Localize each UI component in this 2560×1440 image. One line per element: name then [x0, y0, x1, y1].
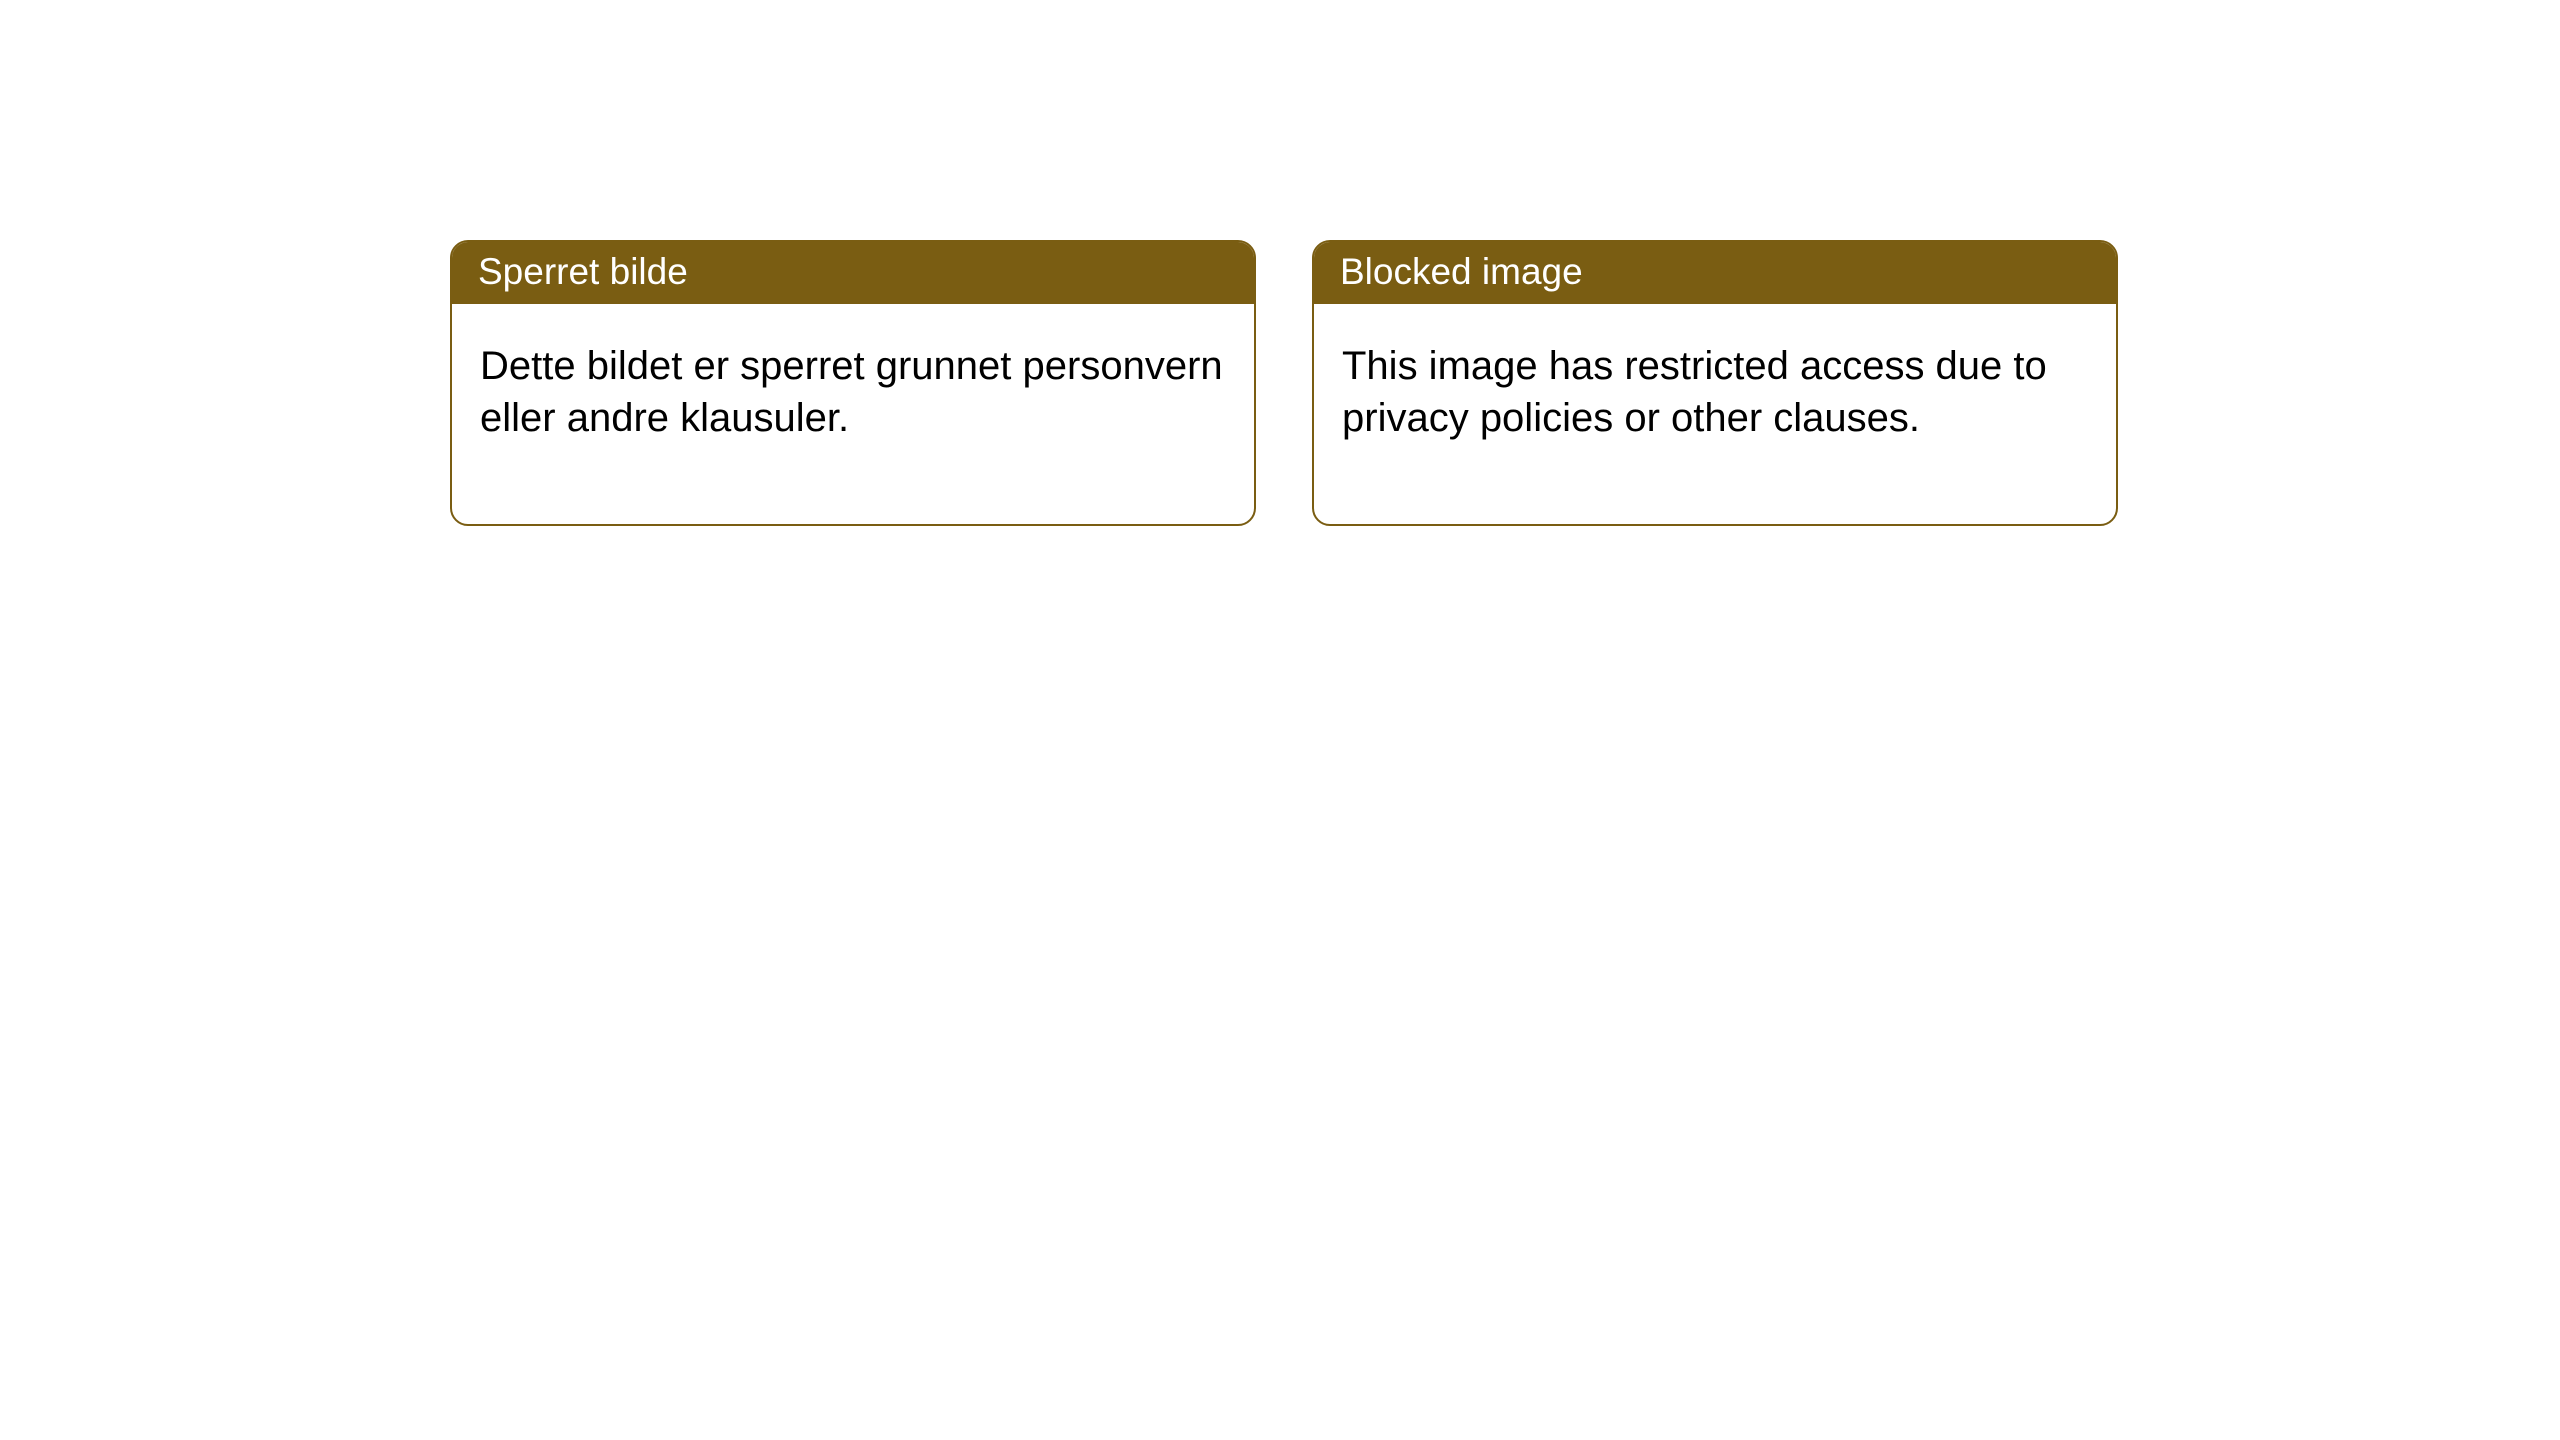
notice-body: This image has restricted access due to …	[1314, 304, 2116, 524]
notice-card-english: Blocked image This image has restricted …	[1312, 240, 2118, 526]
notice-header: Sperret bilde	[452, 242, 1254, 304]
notice-header: Blocked image	[1314, 242, 2116, 304]
notice-container: Sperret bilde Dette bildet er sperret gr…	[0, 0, 2560, 526]
notice-body: Dette bildet er sperret grunnet personve…	[452, 304, 1254, 524]
notice-card-norwegian: Sperret bilde Dette bildet er sperret gr…	[450, 240, 1256, 526]
